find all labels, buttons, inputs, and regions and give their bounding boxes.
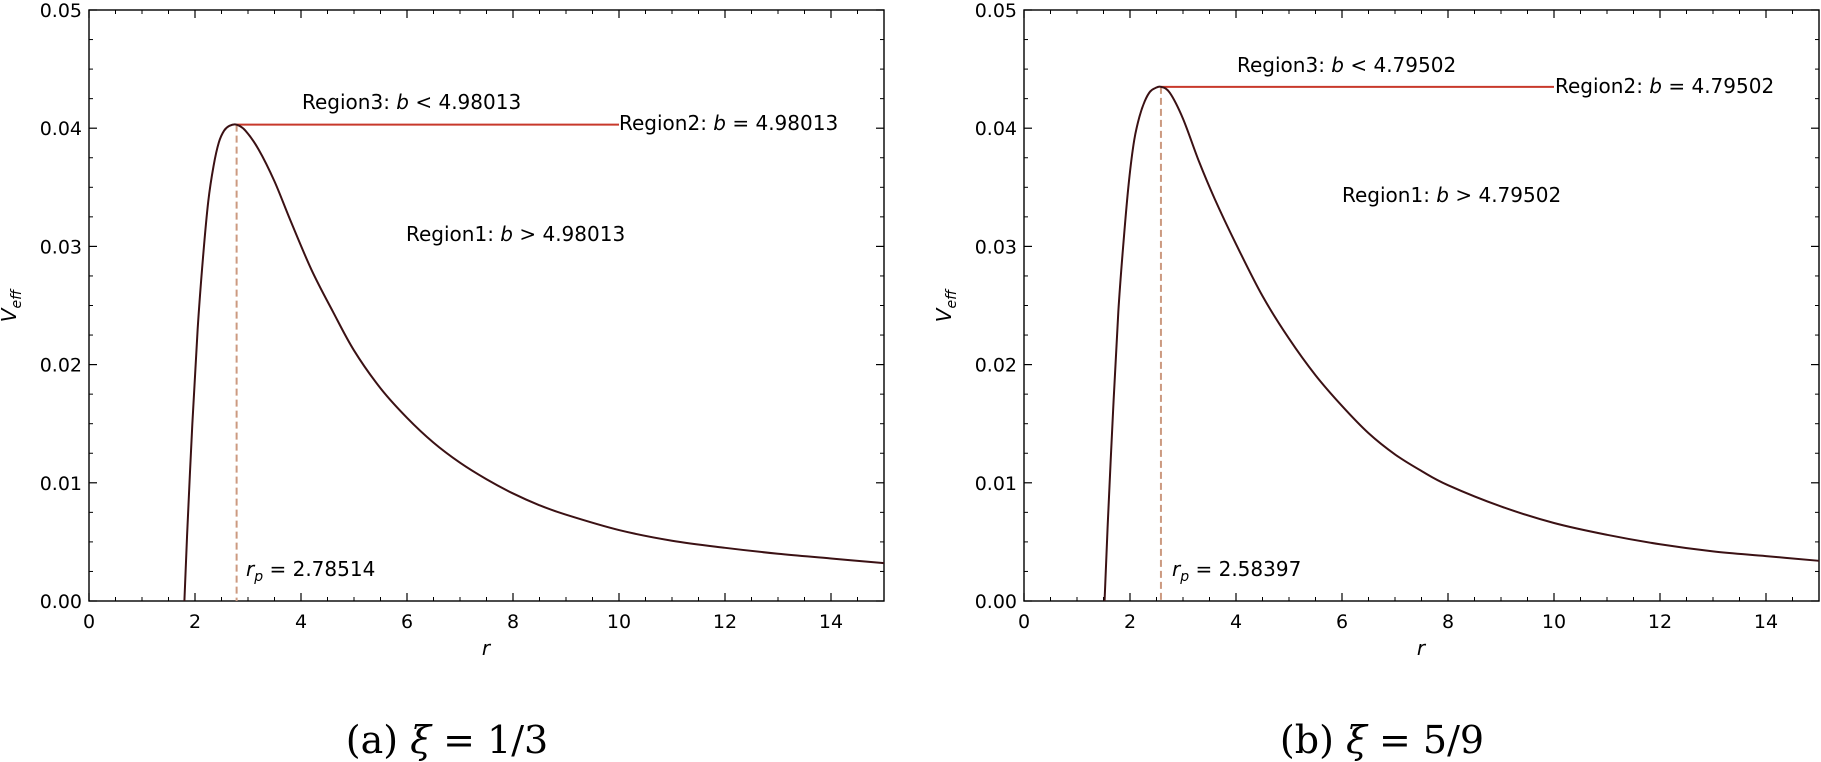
tick-labels: 0 2 4 6 8 10 12 14 0.00 0.01 0.02 0.03 0.04 0.05 (40, 0, 843, 633)
chart-panel-b: 0 2 4 6 8 10 12 14 0.00 0.01 0.02 0.03 0.04 0.05 Regi… (932, 0, 1820, 762)
x-tick-label: 0 (83, 611, 95, 633)
region3-label: Region3: b < 4.98013 (302, 90, 521, 114)
y-axis-label: Veff (0, 288, 25, 322)
x-tick-label: 8 (507, 611, 519, 633)
plot-frame (1023, 9, 1820, 602)
region1-label: Region1: b > 4.98013 (406, 222, 625, 246)
x-tick-label: 12 (1648, 611, 1672, 633)
x-axis-label: r (482, 636, 492, 660)
x-tick-label: 14 (819, 611, 843, 633)
y-tick-label: 0.03 (975, 236, 1017, 258)
x-tick-label: 2 (189, 611, 201, 633)
y-tick-label: 0.00 (40, 591, 82, 613)
x-tick-label: 10 (607, 611, 631, 633)
x-tick-label: 12 (713, 611, 737, 633)
y-tick-label: 0.05 (40, 0, 82, 22)
y-tick-label: 0.04 (40, 118, 82, 140)
x-tick-label: 6 (401, 611, 413, 633)
y-tick-label: 0.04 (975, 118, 1017, 140)
y-tick-label: 0.05 (975, 0, 1017, 22)
y-tick-label: 0.01 (40, 473, 82, 495)
rp-label: rp = 2.78514 (246, 557, 375, 585)
x-tick-label: 10 (1542, 611, 1566, 633)
y-axis-label: Veff (932, 288, 960, 322)
y-tick-label: 0.00 (975, 591, 1017, 613)
caption-a: (a) ξ = 1/3 (346, 718, 548, 762)
region1-label: Region1: b > 4.79502 (1342, 183, 1561, 207)
y-tick-label: 0.02 (975, 355, 1017, 377)
x-tick-label: 4 (295, 611, 307, 633)
chart-panel-a: 0 2 4 6 8 10 12 14 0.00 0.01 0.02 0.03 0.04 0.05 Regi… (0, 0, 885, 762)
axis-ticks (1023, 9, 1820, 602)
y-tick-label: 0.02 (40, 355, 82, 377)
axis-ticks (88, 9, 885, 602)
caption-b: (b) ξ = 5/9 (1280, 718, 1484, 762)
x-tick-label: 8 (1442, 611, 1454, 633)
x-tick-label: 2 (1124, 611, 1136, 633)
veff-curve (183, 123, 885, 602)
veff-curve (1103, 85, 1820, 602)
x-tick-label: 14 (1754, 611, 1778, 633)
x-tick-label: 6 (1336, 611, 1348, 633)
x-tick-label: 4 (1230, 611, 1242, 633)
region2-label: Region2: b = 4.79502 (1555, 74, 1774, 98)
y-tick-label: 0.01 (975, 473, 1017, 495)
tick-labels: 0 2 4 6 8 10 12 14 0.00 0.01 0.02 0.03 0.04 0.05 (975, 0, 1778, 633)
y-tick-label: 0.03 (40, 236, 82, 258)
region2-label: Region2: b = 4.98013 (619, 111, 838, 135)
rp-label: rp = 2.58397 (1172, 557, 1301, 585)
region3-label: Region3: b < 4.79502 (1237, 53, 1456, 77)
x-axis-label: r (1417, 636, 1427, 660)
x-tick-label: 0 (1018, 611, 1030, 633)
